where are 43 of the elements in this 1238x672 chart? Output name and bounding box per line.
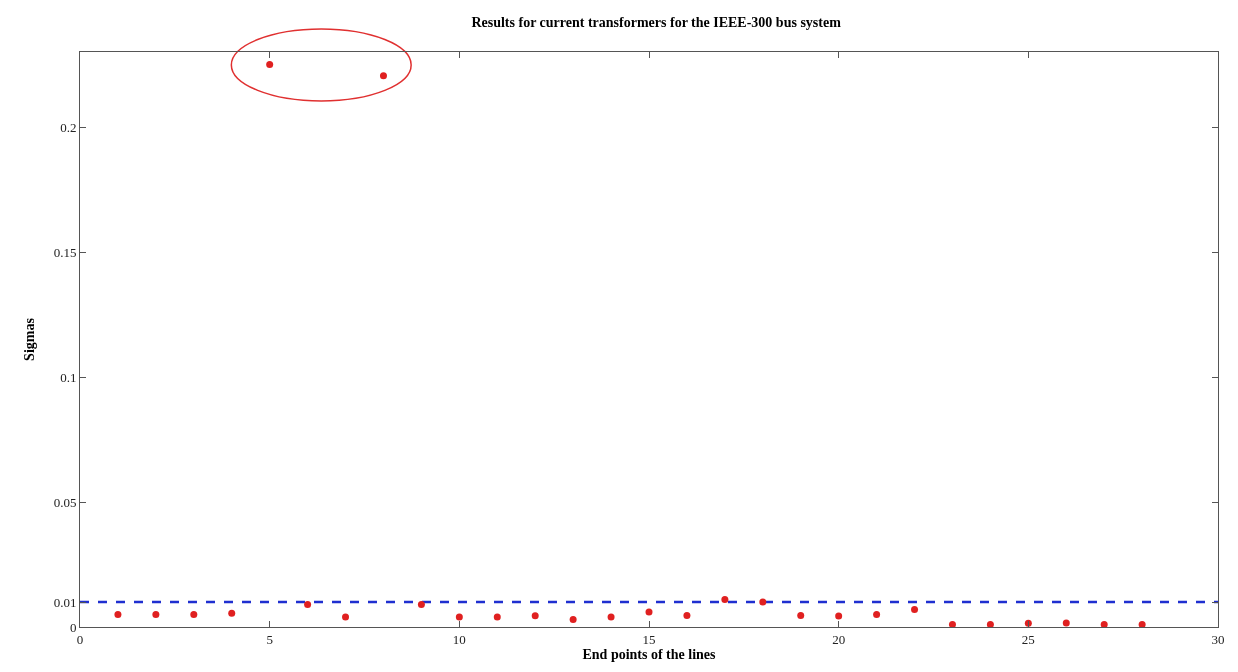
point (683, 612, 691, 619)
chart-title: Results for current transformers for the IEEE-300 bus system (471, 14, 842, 30)
point (455, 613, 463, 621)
point (1100, 621, 1108, 627)
x-tick-label: 5 (266, 631, 273, 647)
point (379, 72, 387, 80)
point (1138, 621, 1146, 627)
point (531, 612, 539, 620)
point (304, 601, 312, 608)
point (645, 608, 653, 616)
point (759, 598, 767, 606)
point (873, 611, 881, 618)
point (1024, 619, 1032, 627)
point (569, 616, 577, 623)
point (835, 612, 843, 620)
point (721, 596, 729, 603)
point (493, 613, 501, 621)
point (342, 613, 350, 621)
y-tick-label: 0.2 (60, 119, 77, 135)
x-tick-label: 10 (452, 631, 466, 647)
point (417, 601, 425, 608)
point (948, 621, 956, 627)
y-tick-label: 0.05 (53, 494, 77, 510)
point (797, 612, 805, 619)
x-tick-label: 25 (1021, 631, 1035, 647)
point (911, 606, 919, 613)
x-tick-label: 20 (832, 631, 846, 647)
point (607, 613, 615, 621)
y-tick-label: 0 (69, 619, 77, 635)
point (986, 621, 994, 627)
point (190, 611, 198, 618)
point (1062, 619, 1070, 627)
y-tick-label: 0.15 (53, 244, 77, 260)
y-axis-title: Sigmas (22, 317, 38, 361)
point (152, 611, 160, 618)
x-tick-label: 30 (1211, 631, 1225, 647)
x-axis-title: End points of the lines (582, 646, 717, 662)
y-tick-label: 0.1 (60, 369, 77, 385)
point (266, 61, 274, 68)
x-tick-label: 15 (642, 631, 656, 647)
point (114, 611, 122, 618)
point (228, 609, 236, 617)
y-tick-label: 0.01 (53, 594, 77, 610)
